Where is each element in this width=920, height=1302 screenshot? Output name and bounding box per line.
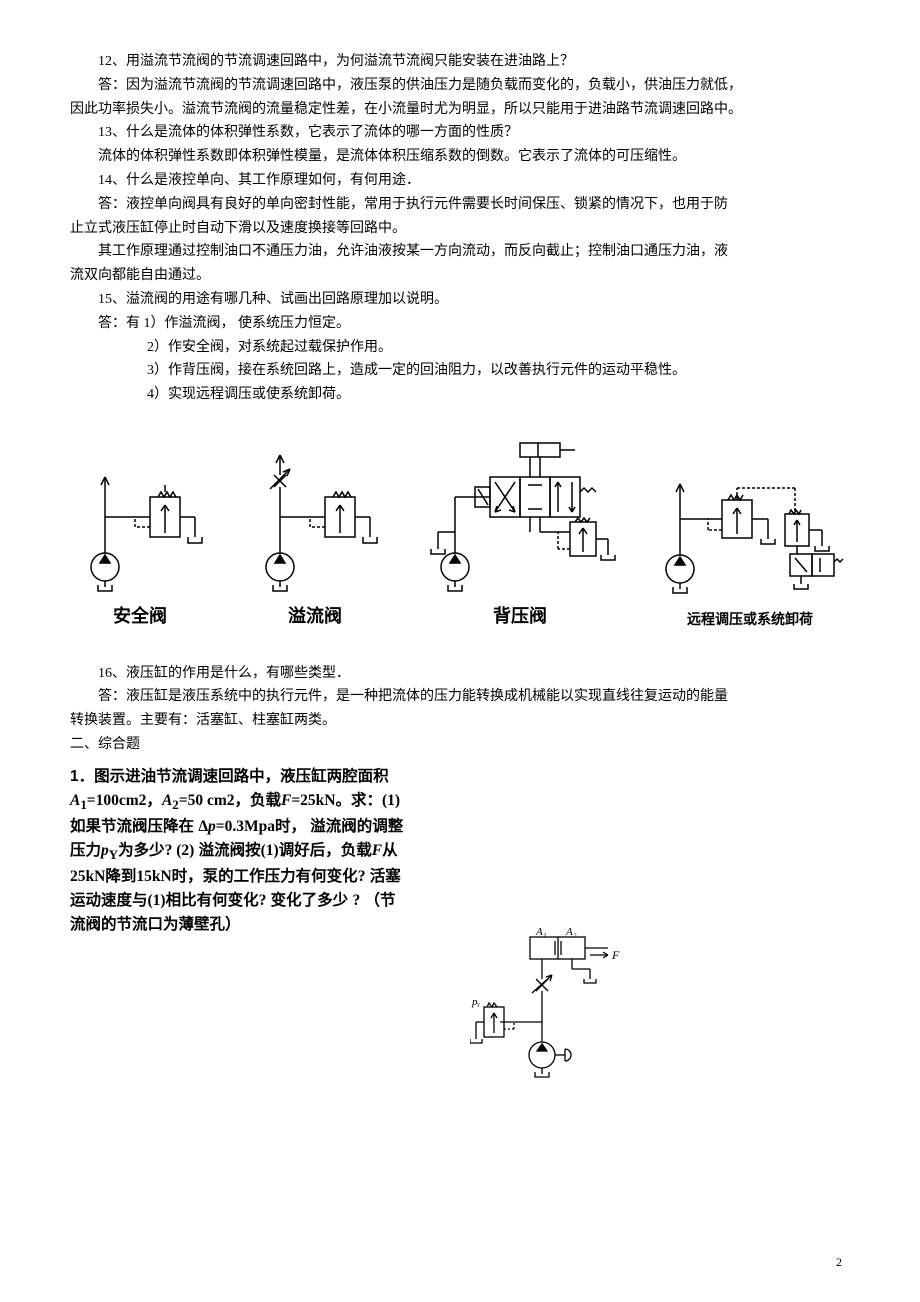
q12-answer-l2: 因此功率损失小。溢流节流阀的流量稳定性差，在小流量时尤为明显，所以只能用于进油路… <box>70 98 850 122</box>
remote-pressure-svg <box>650 454 850 604</box>
q15-item-2: 2）作安全阀，对系统起过载保护作用。 <box>70 336 850 360</box>
section-2-heading: 二、综合题 <box>70 733 850 757</box>
p1-l2: A1=100cm2，A2=50 cm2，负载F=25kN。求：(1) <box>70 789 522 815</box>
diagrams-row: 安全阀 <box>70 427 850 632</box>
page-number: 2 <box>836 1252 842 1272</box>
diagram-label-3: 背压阀 <box>493 601 547 632</box>
q14-answer-l3: 其工作原理通过控制油口不通压力油，允许油液按某一方向流动，而反向截止；控制油口通… <box>70 240 850 264</box>
q13-title: 13、什么是流体的体积弹性系数，它表示了流体的哪一方面的性质？ <box>70 121 850 145</box>
diagram-relief-valve: 溢流阀 <box>240 427 390 632</box>
svg-text:pᵧ: pᵧ <box>471 996 481 1008</box>
p1-l4: 压力pY为多少? (2) 溢流阀按(1)调好后，负载F从 <box>70 839 522 865</box>
diagram-label-1: 安全阀 <box>113 601 167 632</box>
q16-answer-l2: 转换装置。主要有：活塞缸、柱塞缸两类。 <box>70 709 850 733</box>
diagram-label-2: 溢流阀 <box>288 601 342 632</box>
q15-item-3: 3）作背压阀，接在系统回路上，造成一定的回油阻力，以改善执行元件的运动平稳性。 <box>70 359 850 383</box>
p1-l5: 25kN降到15kN时，泵的工作压力有何变化? 活塞 <box>70 865 522 889</box>
diagram-label-4: 远程调压或系统卸荷 <box>687 608 813 632</box>
p1-l6: 运动速度与(1)相比有何变化? 变化了多少 ? （节 <box>70 889 522 913</box>
q12-answer-l1: 答：因为溢流节流阀的节流调速回路中，液压泵的供油压力是随负载而变化的，负载小，供… <box>70 74 850 98</box>
svg-text:A₁: A₁ <box>535 927 547 938</box>
problem-1-figure: F A₁ A₂ <box>250 927 850 1087</box>
svg-text:A₂: A₂ <box>565 927 577 938</box>
relief-valve-svg <box>240 427 390 597</box>
p1-l3: 如果节流阀压降在 Δp=0.3Mpa时， 溢流阀的调整 <box>70 815 522 839</box>
q13-answer: 流体的体积弹性系数即体积弹性模量，是流体体积压缩系数的倒数。它表示了流体的可压缩… <box>70 145 850 169</box>
q15-title: 15、溢流阀的用途有哪几种、试画出回路原理加以说明。 <box>70 288 850 312</box>
q14-answer-l4: 流双向都能自由通过。 <box>70 264 850 288</box>
safety-valve-svg <box>70 437 210 597</box>
back-pressure-svg <box>420 437 620 597</box>
problem-1: 1．图示进油节流调速回路中，液压缸两腔面积 A1=100cm2，A2=50 cm… <box>70 765 850 1087</box>
q16-title: 16、液压缸的作用是什么，有哪些类型． <box>70 662 850 686</box>
p1-l1: 1．图示进油节流调速回路中，液压缸两腔面积 <box>70 765 522 789</box>
q14-answer-l2: 止立式液压缸停止时自动下滑以及速度换接等回路中。 <box>70 217 850 241</box>
diagram-back-pressure-valve: 背压阀 <box>420 437 620 632</box>
diagram-safety-valve: 安全阀 <box>70 437 210 632</box>
problem-1-svg: F A₁ A₂ <box>470 927 630 1087</box>
diagram-remote-pressure: 远程调压或系统卸荷 <box>650 454 850 632</box>
q14-answer-l1: 答：液控单向阀具有良好的单向密封性能，常用于执行元件需要长时间保压、锁紧的情况下… <box>70 193 850 217</box>
q15-item-4: 4）实现远程调压或使系统卸荷。 <box>70 383 850 407</box>
q16-answer-l1: 答：液压缸是液压系统中的执行元件，是一种把流体的压力能转换成机械能以实现直线往复… <box>70 685 850 709</box>
q12-title: 12、用溢流节流阀的节流调速回路中，为何溢流节流阀只能安装在进油路上？ <box>70 50 850 74</box>
q15-intro: 答：有 1）作溢流阀， 使系统压力恒定。 <box>70 312 850 336</box>
problem-1-text: 1．图示进油节流调速回路中，液压缸两腔面积 A1=100cm2，A2=50 cm… <box>70 765 522 937</box>
svg-text:F: F <box>611 948 620 962</box>
q14-title: 14、什么是液控单向、其工作原理如何，有何用途． <box>70 169 850 193</box>
